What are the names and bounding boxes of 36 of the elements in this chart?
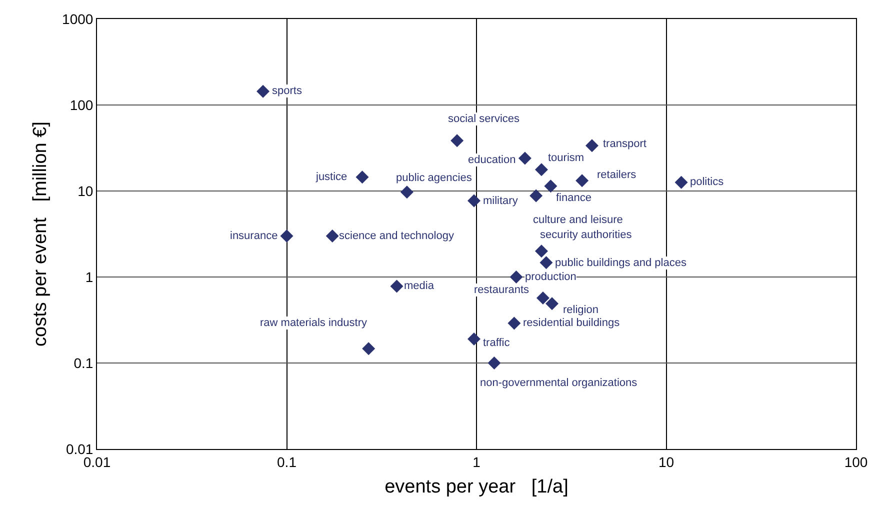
series-label: public buildings and places (555, 257, 687, 269)
y-tick-label: 100 (70, 96, 94, 113)
x-tick-label: 10 (658, 454, 674, 470)
series-label: production (525, 271, 576, 283)
series-label: raw materials industry (260, 317, 368, 329)
series-label: justice (315, 171, 348, 183)
series-label: residential buildings (523, 317, 620, 329)
series-label: insurance (230, 230, 278, 242)
series-label: media (404, 280, 435, 292)
x-tick-label: 1 (472, 454, 481, 470)
y-axis-title: costs per event [million €] (30, 122, 51, 346)
series-label: military (483, 195, 518, 207)
y-tick-label: 10 (78, 182, 94, 199)
series-label: finance (556, 192, 592, 204)
series-label: restaurants (474, 284, 530, 296)
y-tick-label: 1000 (62, 10, 94, 27)
y-tick-label: 1 (85, 268, 94, 285)
series-label: public agencies (396, 172, 472, 184)
series-label: security authorities (540, 229, 632, 241)
series-label: traffic (483, 337, 510, 349)
x-tick-label: 100 (844, 454, 868, 470)
series-label: politics (690, 176, 724, 188)
y-tick-label: 0.01 (66, 440, 94, 457)
series-label: non-governmental organizations (480, 377, 638, 389)
series-label: education (468, 154, 516, 166)
y-tick-label: 0.1 (74, 354, 94, 371)
series-label: retailers (597, 169, 637, 181)
series-label: culture and leisure (533, 214, 623, 226)
x-tick-label: 0.1 (277, 454, 297, 470)
series-label: science and technology (339, 230, 454, 242)
series-label: religion (563, 304, 598, 316)
x-axis-title: events per year [1/a] (384, 476, 568, 498)
series-label: sports (272, 85, 302, 97)
series-label: tourism (548, 152, 584, 164)
series-label: social services (448, 113, 520, 125)
series-label: transport (603, 138, 646, 150)
